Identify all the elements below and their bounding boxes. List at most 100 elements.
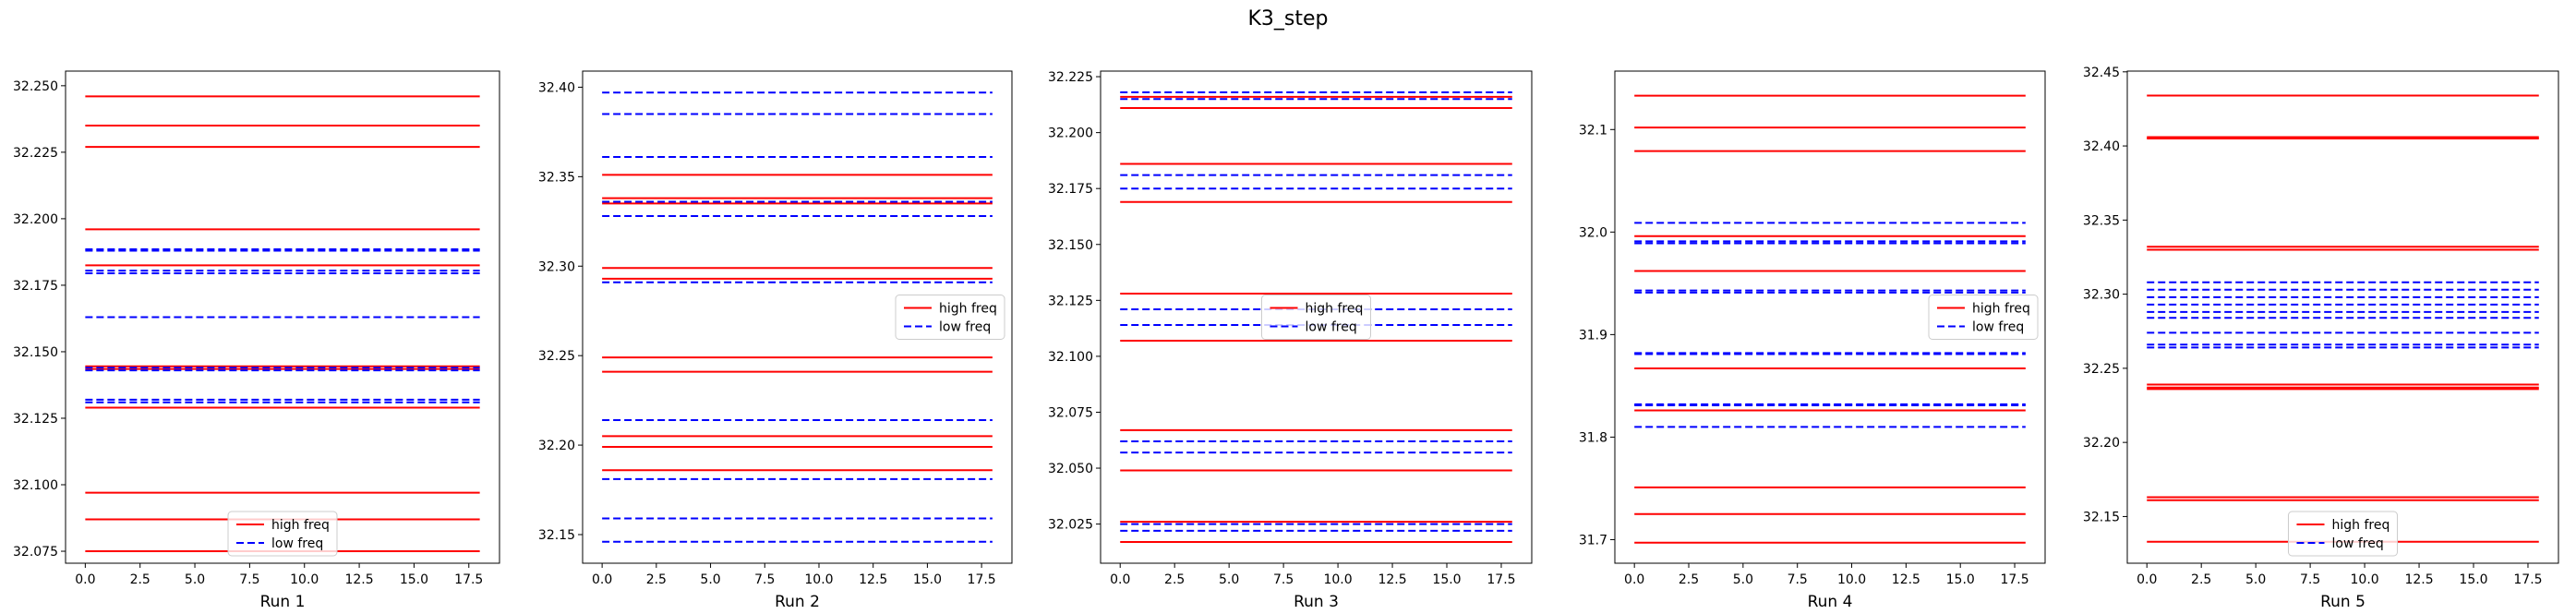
y-tick-label: 32.225: [1048, 70, 1093, 85]
x-tick-label: 7.5: [1788, 572, 1808, 587]
y-tick-label: 32.225: [13, 146, 58, 161]
x-tick-label: 15.0: [2459, 572, 2487, 587]
y-tick-label: 32.15: [2083, 510, 2120, 524]
x-tick-label: 2.5: [1679, 572, 1699, 587]
x-tick-label: 7.5: [239, 572, 259, 587]
axes-frame: [1100, 70, 1533, 564]
x-tick-label: 0.0: [1110, 572, 1130, 587]
y-tick-label: 32.125: [13, 412, 58, 427]
x-tick-label: 0.0: [1624, 572, 1644, 587]
legend-label-low: low freq: [939, 320, 991, 335]
legend-label-high: high freq: [2332, 518, 2390, 533]
x-tick-label: 10.0: [1837, 572, 1866, 587]
y-tick-label: 31.8: [1579, 430, 1607, 445]
x-tick-label: 2.5: [646, 572, 667, 587]
y-tick-label: 32.125: [1048, 294, 1093, 308]
series-high: [1634, 94, 2026, 544]
x-tick-label: 7.5: [754, 572, 775, 587]
x-tick-label: 5.0: [185, 572, 205, 587]
x-tick-label: 15.0: [1946, 572, 1975, 587]
legend: high freq low freq: [2288, 511, 2398, 557]
x-tick-label: 15.0: [1432, 572, 1461, 587]
x-tick-label: 15.0: [913, 572, 942, 587]
x-tick-label: 0.0: [75, 572, 95, 587]
y-tick-label: 32.200: [1048, 126, 1093, 141]
x-tick-label: 2.5: [1164, 572, 1185, 587]
x-tick-label: 17.5: [2000, 572, 2028, 587]
y-tick-label: 32.40: [538, 80, 575, 95]
legend-label-low: low freq: [2332, 536, 2384, 551]
x-tick-label: 2.5: [130, 572, 150, 587]
x-axis-label: Run 2: [775, 593, 820, 611]
legend-box: [2288, 511, 2398, 557]
x-tick-label: 17.5: [454, 572, 483, 587]
y-tick-label: 32.15: [538, 528, 575, 543]
y-tick-label: 32.35: [538, 170, 575, 185]
legend: high freq low freq: [1928, 295, 2039, 340]
x-tick-label: 12.5: [1378, 572, 1406, 587]
y-tick-label: 32.050: [1048, 462, 1093, 476]
series-low: [1120, 91, 1512, 532]
x-tick-label: 10.0: [1323, 572, 1352, 587]
y-tick-label: 32.250: [13, 79, 58, 94]
y-tick-label: 32.45: [2083, 66, 2120, 80]
x-tick-label: 0.0: [2137, 572, 2157, 587]
axes-frame: [65, 70, 500, 564]
x-tick-label: 17.5: [1487, 572, 1515, 587]
series-high: [602, 174, 993, 472]
x-tick-label: 2.5: [2191, 572, 2211, 587]
series-high: [2147, 94, 2539, 543]
legend-label-high: high freq: [1306, 302, 1364, 317]
x-tick-label: 0.0: [592, 572, 612, 587]
legend-label-low: low freq: [1306, 320, 1357, 335]
y-tick-label: 32.075: [1048, 405, 1093, 420]
x-tick-label: 5.0: [1219, 572, 1239, 587]
figure-suptitle: K3_step: [1247, 7, 1328, 30]
series-low: [85, 248, 480, 403]
x-tick-label: 5.0: [1733, 572, 1753, 587]
series-high: [85, 95, 480, 553]
y-tick-label: 32.30: [538, 259, 575, 274]
y-tick-label: 32.35: [2083, 213, 2120, 228]
series-high: [1120, 95, 1512, 543]
legend: high freq low freq: [1261, 295, 1371, 340]
x-axis-label: Run 3: [1294, 593, 1339, 611]
y-tick-label: 32.025: [1048, 518, 1093, 533]
legend-box: [1261, 295, 1371, 340]
legend-box: [227, 511, 338, 557]
legend: high freq low freq: [227, 511, 338, 557]
y-tick-label: 32.0: [1579, 225, 1607, 240]
y-tick-label: 32.100: [1048, 350, 1093, 365]
x-tick-label: 17.5: [968, 572, 996, 587]
x-axis-label: Run 5: [2320, 593, 2365, 611]
x-tick-label: 5.0: [700, 572, 720, 587]
y-tick-label: 32.075: [13, 545, 58, 560]
series-low: [602, 91, 993, 543]
x-tick-label: 17.5: [2513, 572, 2542, 587]
y-tick-label: 32.30: [2083, 288, 2120, 303]
x-tick-label: 5.0: [2245, 572, 2266, 587]
y-tick-label: 31.9: [1579, 328, 1607, 343]
y-tick-label: 32.200: [13, 212, 58, 227]
y-tick-label: 32.150: [13, 345, 58, 360]
x-tick-label: 15.0: [400, 572, 428, 587]
y-tick-label: 32.1: [1579, 123, 1607, 138]
axes-frame: [1614, 70, 2046, 564]
y-tick-label: 32.25: [538, 349, 575, 364]
x-tick-label: 12.5: [859, 572, 887, 587]
subplot-2: 0.0 2.5 5.0 7.5 10.0 12.5 15.0 17.5 32.15 32.20 32…: [538, 70, 1013, 611]
y-tick-label: 32.100: [13, 478, 58, 493]
legend-label-high: high freq: [271, 518, 330, 533]
x-axis-label: Run 1: [260, 593, 306, 611]
legend-label-low: low freq: [271, 536, 323, 551]
y-tick-label: 32.25: [2083, 362, 2120, 377]
y-tick-label: 32.175: [1048, 182, 1093, 197]
y-tick-label: 32.40: [2083, 139, 2120, 154]
y-tick-label: 32.20: [538, 439, 575, 453]
legend-label-low: low freq: [1972, 320, 2024, 335]
subplots-group: 0.0 2.5 5.0 7.5 10.0 12.5 15.0 17.5 32.075 32.100…: [13, 66, 2559, 611]
y-tick-label: 31.7: [1579, 533, 1607, 548]
x-axis-label: Run 4: [1808, 593, 1853, 611]
subplot-3: 0.0 2.5 5.0 7.5 10.0 12.5 15.0 17.5 32.025 32.050…: [1048, 70, 1533, 611]
subplot-1: 0.0 2.5 5.0 7.5 10.0 12.5 15.0 17.5 32.075 32.100…: [13, 70, 500, 611]
